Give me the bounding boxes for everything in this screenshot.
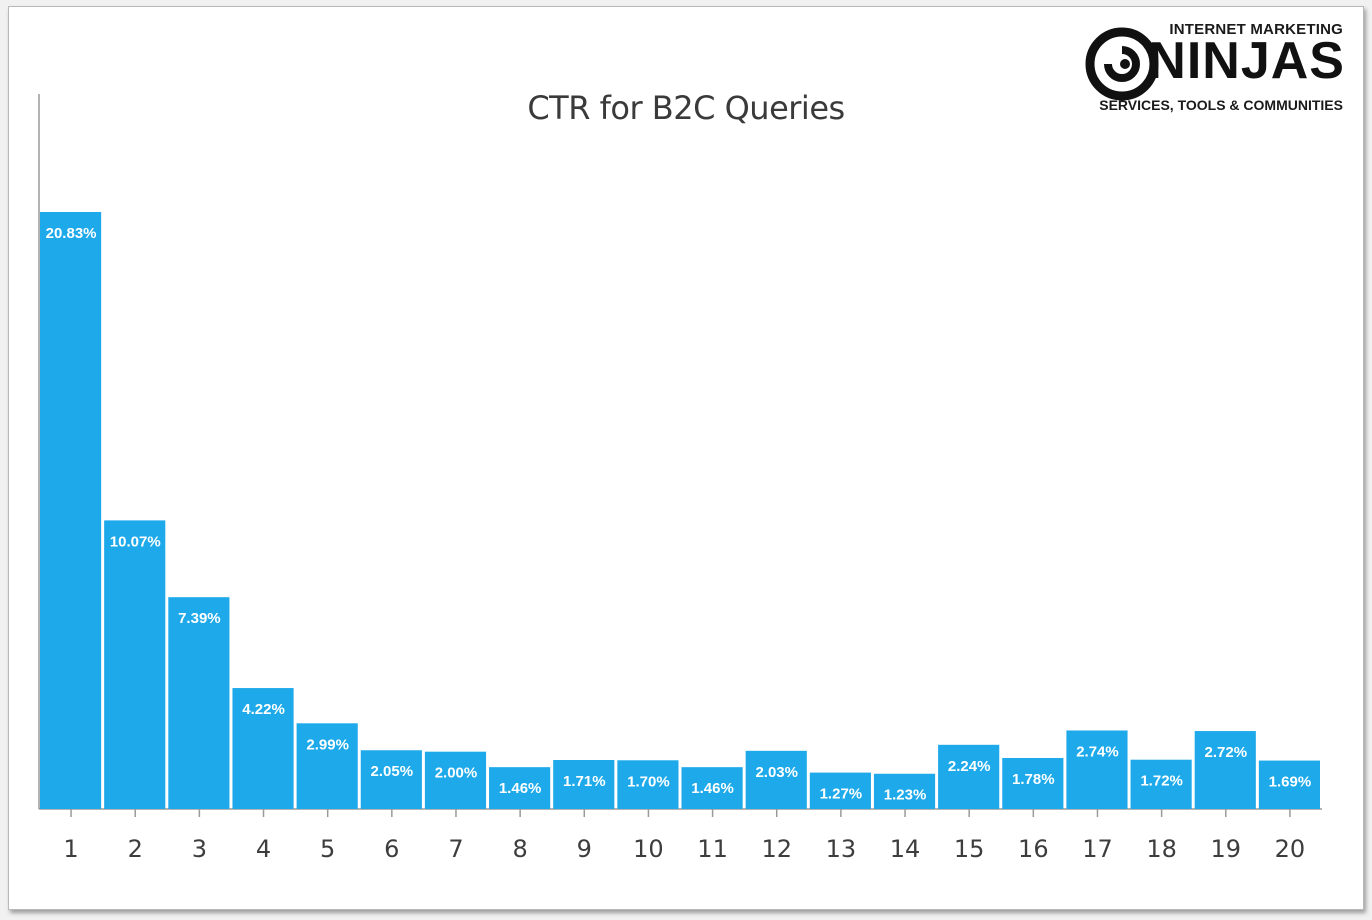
- bar-data-label: 7.39%: [178, 610, 221, 627]
- x-tick-label: 7: [448, 835, 463, 863]
- x-tick-label: 16: [1018, 835, 1049, 863]
- bar: [296, 723, 358, 809]
- bar: [1258, 760, 1320, 809]
- swirl-logo-icon: [1085, 27, 1159, 101]
- bar-data-label: 2.24%: [948, 758, 991, 775]
- x-tick-label: 15: [954, 835, 985, 863]
- bar-data-label: 1.71%: [563, 773, 606, 790]
- x-tick-label: 5: [320, 835, 335, 863]
- x-tick-label: 4: [256, 835, 271, 863]
- bar-data-label: 1.27%: [820, 786, 863, 803]
- logo-wordmark: NINJAS: [1148, 32, 1345, 90]
- x-tick-label: 20: [1275, 835, 1306, 863]
- bar: [360, 750, 422, 809]
- bar-data-label: 4.22%: [242, 701, 285, 718]
- x-tick-label: 11: [697, 835, 728, 863]
- bar-data-label: 1.23%: [884, 787, 927, 804]
- bar-data-label: 1.46%: [691, 780, 734, 797]
- bar: [745, 750, 807, 809]
- x-tick-label: 6: [384, 835, 399, 863]
- x-tick-label: 2: [128, 835, 143, 863]
- logo-tagline: SERVICES, TOOLS & COMMUNITIES: [1099, 97, 1343, 113]
- bar-data-label: 2.74%: [1076, 743, 1119, 760]
- bar-data-label: 2.72%: [1205, 744, 1248, 761]
- bar-data-label: 1.69%: [1269, 774, 1312, 791]
- x-tick-label: 19: [1211, 835, 1242, 863]
- bar-data-label: 1.46%: [499, 780, 542, 797]
- x-tick-label: 9: [577, 835, 592, 863]
- bar-data-label: 2.05%: [371, 763, 414, 780]
- bar: [424, 751, 487, 809]
- x-tick-label: 1: [63, 835, 78, 863]
- bar: [1066, 730, 1128, 809]
- bar: [168, 597, 230, 809]
- bar: [40, 212, 102, 809]
- bar: [617, 760, 679, 809]
- bar: [809, 772, 871, 809]
- x-tick-label: 3: [192, 835, 207, 863]
- bar-data-label: 20.83%: [46, 225, 97, 242]
- x-tick-label: 13: [826, 835, 857, 863]
- bar: [938, 744, 1000, 809]
- bar: [873, 773, 936, 809]
- x-tick-label: 17: [1082, 835, 1113, 863]
- x-tick-label: 8: [512, 835, 527, 863]
- bar-data-label: 10.07%: [110, 533, 161, 550]
- x-tick-label: 14: [890, 835, 921, 863]
- bar: [489, 767, 551, 809]
- bar-data-label: 2.99%: [306, 736, 349, 753]
- bar-data-label: 2.00%: [435, 765, 478, 782]
- bar-data-label: 1.78%: [1012, 771, 1055, 788]
- bar-data-label: 2.03%: [755, 764, 798, 781]
- bar-data-label: 1.72%: [1140, 773, 1183, 790]
- bar: [1130, 759, 1192, 809]
- bar: [681, 767, 743, 809]
- bar: [104, 520, 166, 809]
- company-logo: INTERNET MARKETING NINJAS SERVICES, TOOL…: [1085, 21, 1345, 121]
- chart-title: CTR for B2C Queries: [527, 89, 845, 127]
- x-tick-label: 10: [633, 835, 664, 863]
- logo-line-1: INTERNET MARKETING: [1169, 21, 1343, 38]
- bar: [232, 688, 294, 809]
- bar-data-label: 1.70%: [627, 773, 670, 790]
- bar: [553, 759, 615, 809]
- x-tick-label: 12: [761, 835, 792, 863]
- bar: [1194, 731, 1256, 809]
- bar: [1002, 757, 1064, 809]
- x-tick-label: 18: [1146, 835, 1177, 863]
